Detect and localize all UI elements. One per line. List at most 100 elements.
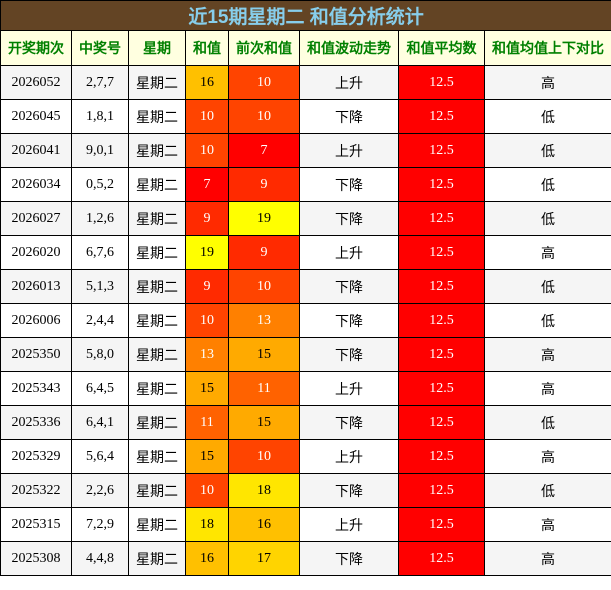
cell-issue: 2025308 [0,541,72,576]
cell-average: 12.5 [398,133,485,168]
cell-weekday: 星期二 [128,507,186,542]
cell-average: 12.5 [398,473,485,508]
table-row: 2025336 6,4,1 星期二 11 15 下降 12.5 低 [0,405,611,440]
cell-trend: 上升 [299,133,399,168]
cell-compare: 低 [483,167,611,202]
table-title: 近15期星期二 和值分析统计 [0,0,611,31]
cell-prev-sum: 7 [228,133,300,168]
cell-trend: 下降 [299,167,399,202]
cell-weekday: 星期二 [128,269,186,304]
cell-issue: 2026027 [0,201,72,236]
table-row: 2025308 4,4,8 星期二 16 17 下降 12.5 高 [0,541,611,576]
cell-issue: 2026052 [0,65,72,100]
cell-prev-sum: 13 [228,303,300,338]
cell-weekday: 星期二 [128,303,186,338]
cell-prev-sum: 9 [228,167,300,202]
cell-weekday: 星期二 [128,99,186,134]
cell-compare: 低 [483,405,611,440]
cell-average: 12.5 [398,99,485,134]
cell-prev-sum: 10 [228,99,300,134]
cell-weekday: 星期二 [128,167,186,202]
table-row: 2025322 2,2,6 星期二 10 18 下降 12.5 低 [0,473,611,508]
cell-compare: 高 [483,337,611,372]
cell-trend: 上升 [299,371,399,406]
cell-weekday: 星期二 [128,405,186,440]
cell-average: 12.5 [398,405,485,440]
cell-compare: 高 [483,541,611,576]
cell-weekday: 星期二 [128,133,186,168]
cell-prev-sum: 11 [228,371,300,406]
cell-compare: 低 [483,473,611,508]
cell-numbers: 1,2,6 [71,201,129,236]
table-row: 2026041 9,0,1 星期二 10 7 上升 12.5 低 [0,133,611,168]
cell-average: 12.5 [398,303,485,338]
cell-trend: 下降 [299,99,399,134]
cell-prev-sum: 10 [228,65,300,100]
cell-average: 12.5 [398,507,485,542]
cell-average: 12.5 [398,235,485,270]
cell-average: 12.5 [398,167,485,202]
table-row: 2026020 6,7,6 星期二 19 9 上升 12.5 高 [0,235,611,270]
cell-numbers: 6,7,6 [71,235,129,270]
cell-weekday: 星期二 [128,439,186,474]
header-numbers: 中奖号 [71,30,129,66]
cell-compare: 低 [483,201,611,236]
cell-average: 12.5 [398,439,485,474]
cell-numbers: 6,4,5 [71,371,129,406]
cell-weekday: 星期二 [128,371,186,406]
cell-trend: 下降 [299,541,399,576]
cell-numbers: 5,8,0 [71,337,129,372]
cell-trend: 下降 [299,303,399,338]
cell-issue: 2025322 [0,473,72,508]
cell-sum: 18 [185,507,229,542]
table-row: 2026006 2,4,4 星期二 10 13 下降 12.5 低 [0,303,611,338]
cell-sum: 10 [185,303,229,338]
cell-sum: 13 [185,337,229,372]
cell-issue: 2025350 [0,337,72,372]
cell-sum: 7 [185,167,229,202]
cell-prev-sum: 15 [228,405,300,440]
cell-sum: 10 [185,473,229,508]
cell-prev-sum: 18 [228,473,300,508]
cell-compare: 高 [483,371,611,406]
cell-prev-sum: 10 [228,439,300,474]
cell-trend: 上升 [299,235,399,270]
header-weekday: 星期 [128,30,186,66]
header-issue: 开奖期次 [0,30,72,66]
cell-numbers: 1,8,1 [71,99,129,134]
cell-trend: 上升 [299,507,399,542]
cell-trend: 上升 [299,65,399,100]
cell-compare: 高 [483,235,611,270]
cell-numbers: 9,0,1 [71,133,129,168]
cell-prev-sum: 15 [228,337,300,372]
table-row: 2026052 2,7,7 星期二 16 10 上升 12.5 高 [0,65,611,100]
table-row: 2025343 6,4,5 星期二 15 11 上升 12.5 高 [0,371,611,406]
cell-compare: 低 [483,303,611,338]
cell-issue: 2026013 [0,269,72,304]
cell-prev-sum: 10 [228,269,300,304]
table-row: 2026027 1,2,6 星期二 9 19 下降 12.5 低 [0,201,611,236]
cell-issue: 2025343 [0,371,72,406]
cell-prev-sum: 16 [228,507,300,542]
cell-average: 12.5 [398,201,485,236]
cell-prev-sum: 9 [228,235,300,270]
cell-average: 12.5 [398,269,485,304]
header-average: 和值平均数 [398,30,485,66]
cell-sum: 15 [185,439,229,474]
cell-trend: 下降 [299,473,399,508]
cell-sum: 15 [185,371,229,406]
cell-numbers: 4,4,8 [71,541,129,576]
cell-trend: 下降 [299,269,399,304]
cell-issue: 2026041 [0,133,72,168]
cell-trend: 下降 [299,201,399,236]
header-compare: 和值均值上下对比 [483,30,611,66]
table-row: 2026034 0,5,2 星期二 7 9 下降 12.5 低 [0,167,611,202]
cell-issue: 2026020 [0,235,72,270]
cell-issue: 2025329 [0,439,72,474]
cell-numbers: 5,1,3 [71,269,129,304]
cell-trend: 下降 [299,405,399,440]
cell-average: 12.5 [398,371,485,406]
cell-issue: 2025336 [0,405,72,440]
table-row: 2025329 5,6,4 星期二 15 10 上升 12.5 高 [0,439,611,474]
